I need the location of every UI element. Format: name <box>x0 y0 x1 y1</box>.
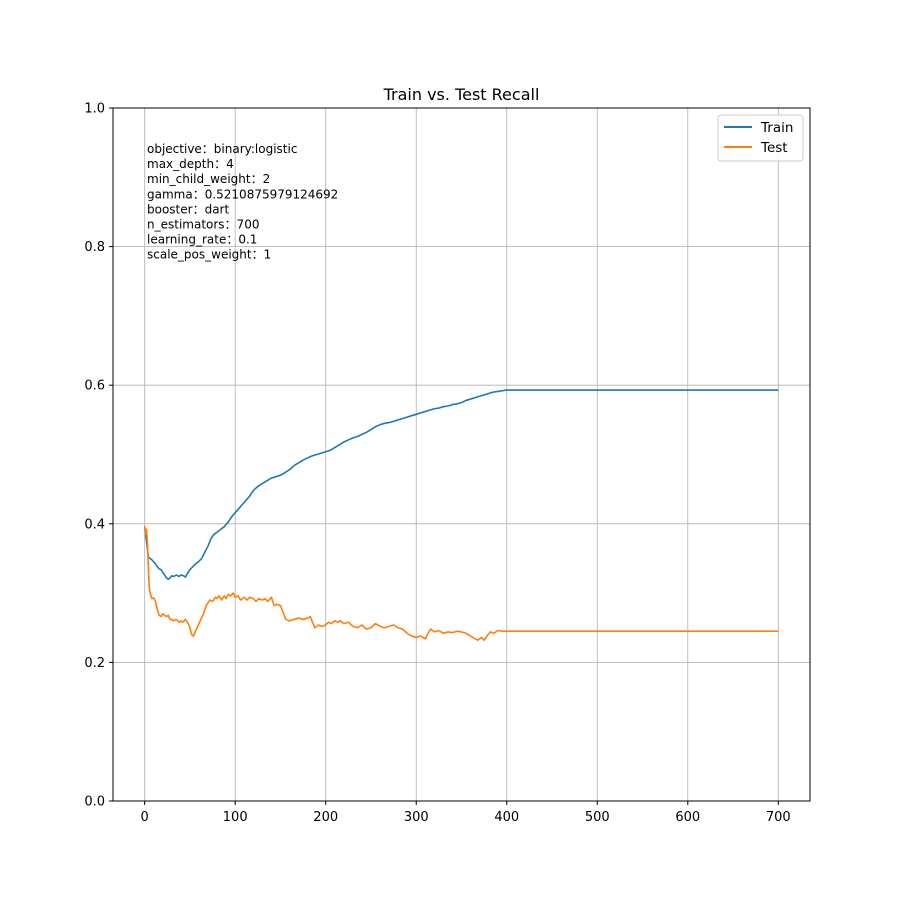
legend-label: Train <box>760 120 793 136</box>
annotation-line: n_estimators：700 <box>147 218 259 232</box>
annotation-line: min_child_weight：2 <box>147 172 270 186</box>
x-tick-label: 500 <box>585 810 610 825</box>
x-tick-label: 400 <box>494 810 519 825</box>
series-layer <box>143 389 779 642</box>
annotation-line: gamma：0.5210875979124692 <box>147 187 338 201</box>
x-tick-label: 0 <box>141 810 149 825</box>
x-tick-label: 100 <box>223 810 248 825</box>
x-tick-label: 200 <box>313 810 338 825</box>
annotation-line: learning_rate：0.1 <box>147 233 257 247</box>
x-tick-label: 700 <box>766 810 791 825</box>
annotation-line: booster：dart <box>147 202 229 216</box>
annotation-line: scale_pos_weight：1 <box>147 248 271 262</box>
y-tick-label: 0.2 <box>84 656 105 671</box>
series-line-train <box>143 389 779 581</box>
y-tick-label: 0.0 <box>84 795 105 810</box>
annotation-line: objective：binary:logistic <box>147 142 297 156</box>
x-tick-label: 600 <box>675 810 700 825</box>
y-tick-label: 1.0 <box>84 102 105 117</box>
chart-title: Train vs. Test Recall <box>383 85 540 104</box>
annotation-line: max_depth：4 <box>147 157 234 171</box>
axes-frame <box>112 107 811 802</box>
legend-label: Test <box>760 140 788 156</box>
ticks: 0 100 200 300 400 500 600 700 0.0 0.2 0.4 0.6 0.8 1.0 <box>84 102 790 826</box>
y-tick-label: 0.8 <box>84 240 105 255</box>
x-tick-label: 300 <box>404 810 429 825</box>
hyperparameter-annotation: objective：binary:logisticmax_depth：4min_… <box>147 142 338 262</box>
legend: Train Test <box>717 114 804 162</box>
y-tick-label: 0.4 <box>84 517 105 532</box>
series-line-test <box>143 525 779 642</box>
y-tick-label: 0.6 <box>84 379 105 394</box>
